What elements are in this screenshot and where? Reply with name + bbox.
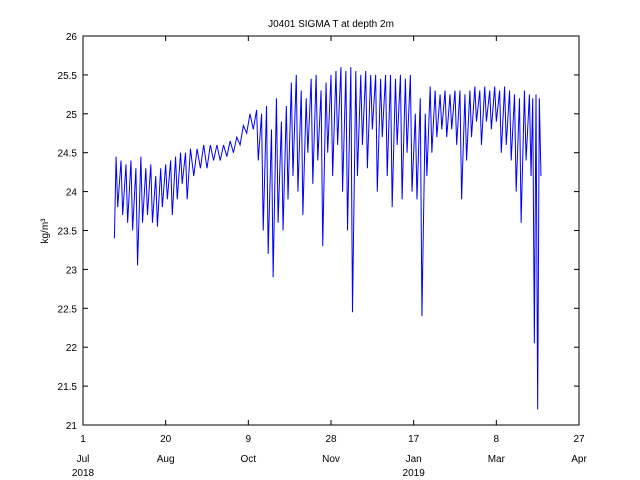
x-tick-label: 17	[408, 434, 420, 445]
data-line	[113, 67, 542, 410]
x-tick-month: Jul	[77, 454, 90, 465]
x-tick-month: Jan	[406, 454, 422, 465]
x-tick-label: 8	[494, 434, 500, 445]
x-tick-year: 2019	[403, 468, 426, 479]
y-axis-label: kg/m³	[40, 218, 51, 244]
y-tick-label: 22	[66, 343, 78, 354]
x-tick-month: Oct	[241, 454, 257, 465]
x-tick-label: 20	[160, 434, 172, 445]
x-tick-year: 2018	[72, 468, 95, 479]
y-tick-label: 25.5	[58, 71, 78, 82]
x-tick-month: Nov	[322, 454, 340, 465]
x-tick-month: Mar	[488, 454, 506, 465]
y-tick-label: 24.5	[58, 149, 78, 160]
y-tick-label: 23	[66, 265, 78, 276]
x-tick-label: 27	[573, 434, 585, 445]
x-tick-label: 9	[246, 434, 252, 445]
y-tick-label: 23.5	[58, 227, 78, 238]
y-tick-label: 24	[66, 188, 78, 199]
y-tick-label: 26	[66, 32, 78, 43]
x-tick-label: 28	[325, 434, 337, 445]
x-tick-label: 1	[80, 434, 86, 445]
x-tick-month: Aug	[157, 454, 175, 465]
y-tick-label: 22.5	[58, 304, 78, 315]
y-tick-label: 21	[66, 421, 78, 432]
y-tick-label: 25	[66, 110, 78, 121]
y-tick-label: 21.5	[58, 382, 78, 393]
chart-title: J0401 SIGMA T at depth 2m	[268, 19, 394, 30]
x-tick-month: Apr	[571, 454, 587, 465]
